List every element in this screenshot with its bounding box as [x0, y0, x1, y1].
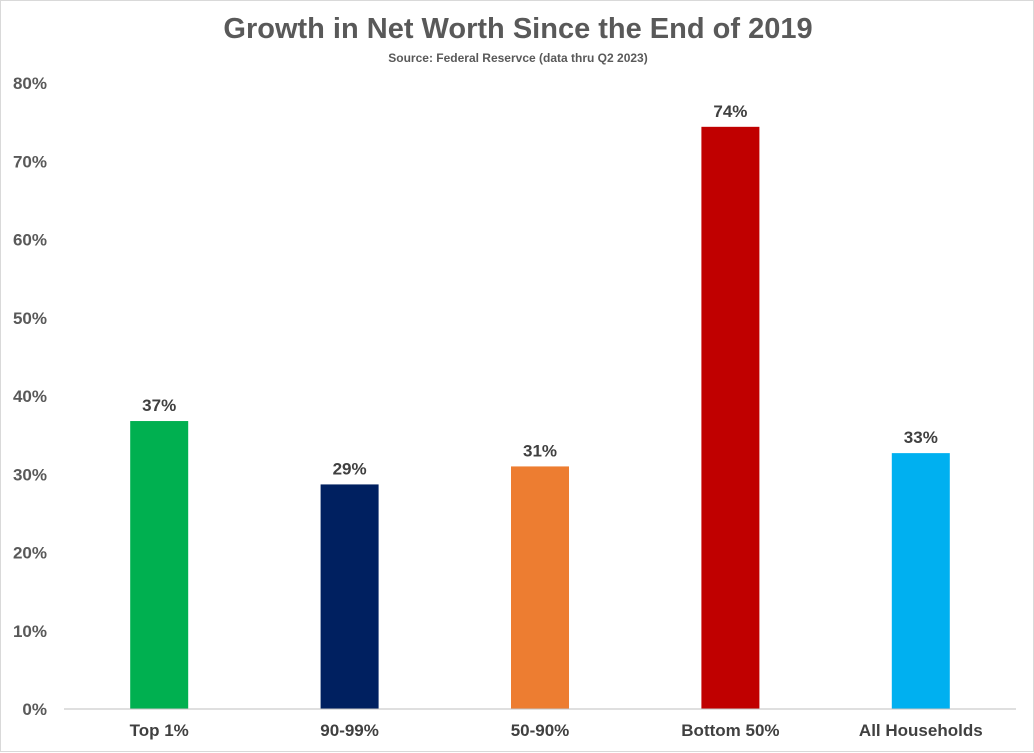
- bar: [891, 453, 950, 709]
- data-label: 74%: [713, 102, 747, 121]
- x-category-label: Top 1%: [130, 721, 189, 740]
- bar: [701, 126, 760, 709]
- y-tick-label: 50%: [13, 309, 47, 328]
- y-tick-label: 60%: [13, 231, 47, 250]
- data-label: 29%: [333, 459, 367, 478]
- x-category-label: Bottom 50%: [681, 721, 779, 740]
- y-tick-label: 40%: [13, 387, 47, 406]
- data-label: 37%: [142, 396, 176, 415]
- y-tick-label: 80%: [13, 74, 47, 93]
- bar: [511, 466, 569, 709]
- data-label: 33%: [904, 428, 938, 447]
- y-tick-label: 10%: [13, 622, 47, 641]
- y-tick-label: 30%: [13, 465, 47, 484]
- y-tick-label: 70%: [13, 152, 47, 171]
- x-category-label: 90-99%: [320, 721, 379, 740]
- bar: [320, 484, 379, 709]
- x-category-label: All Households: [859, 721, 983, 740]
- x-category-label: 50-90%: [511, 721, 570, 740]
- chart-subtitle: Source: Federal Reservce (data thru Q2 2…: [388, 51, 648, 65]
- chart-title: Growth in Net Worth Since the End of 201…: [223, 13, 813, 45]
- y-tick-label: 0%: [22, 700, 47, 719]
- y-tick-label: 20%: [13, 544, 47, 563]
- bar: [130, 421, 189, 709]
- data-label: 31%: [523, 441, 557, 460]
